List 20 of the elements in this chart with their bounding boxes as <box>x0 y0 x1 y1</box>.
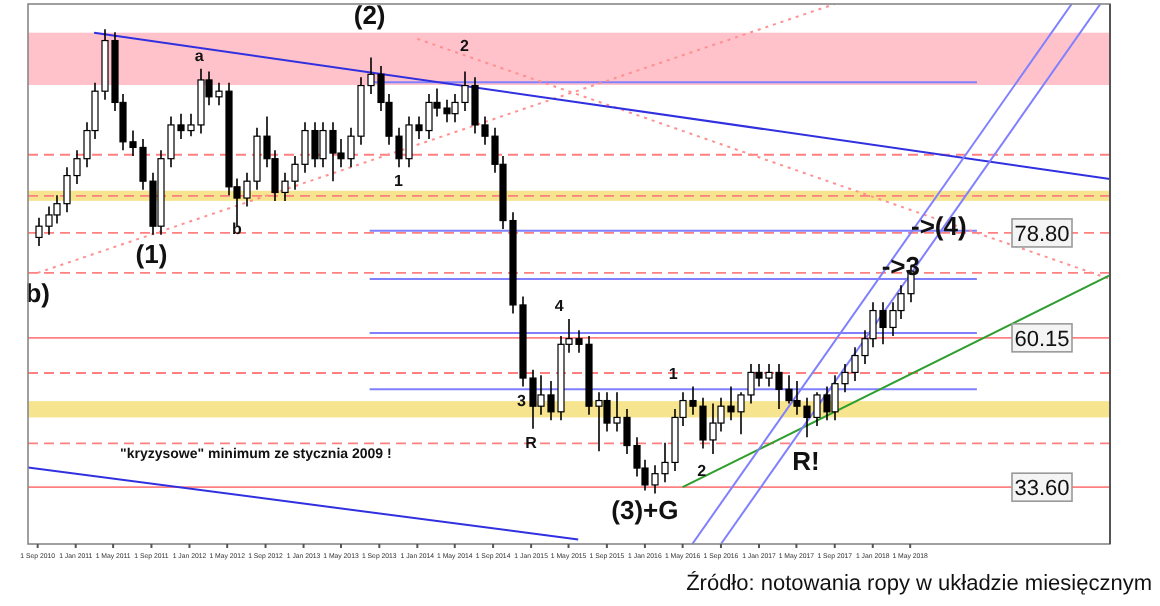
text: Źródło: notowania ropy w układzie miesięcznym <box>686 570 1152 596</box>
annotation: 2 <box>697 462 708 481</box>
annotation: (2) <box>353 0 386 31</box>
annotation: 3 <box>517 391 528 410</box>
annotation: ->(4) <box>911 211 967 242</box>
annotation: 4 <box>554 297 565 315</box>
annotation: R! <box>792 445 820 476</box>
annotation: R <box>525 433 538 452</box>
annotation: 2 <box>459 36 470 55</box>
ref-line-label: 78.80 <box>1014 222 1070 247</box>
annotation: b) <box>25 277 50 308</box>
annotation: ->3 <box>881 250 920 281</box>
annotation: a <box>194 46 205 65</box>
annotation: 1 <box>668 365 679 384</box>
ref-line-label: 60.15 <box>1014 327 1070 352</box>
annotation: (3)+G <box>611 495 679 526</box>
ref-line-label: 33.60 <box>1014 477 1070 502</box>
annotation: 1 <box>393 172 404 191</box>
annotation: (1) <box>135 239 168 270</box>
annotation: b <box>231 220 242 239</box>
